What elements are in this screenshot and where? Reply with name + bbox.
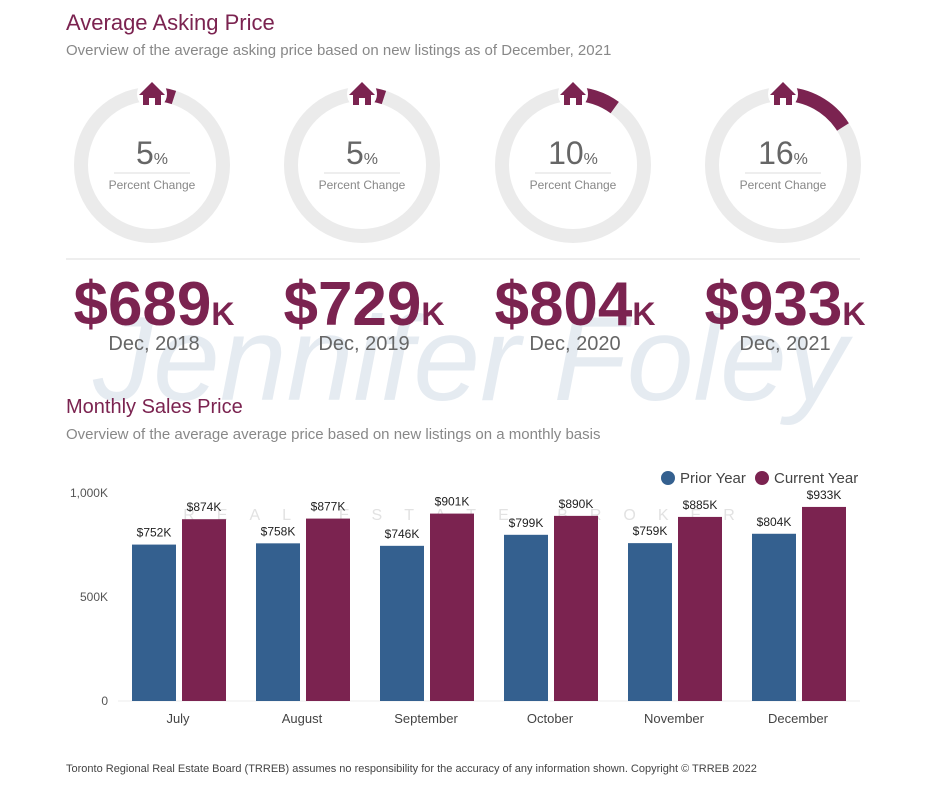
x-tick-label: October [527, 711, 574, 726]
price-date: Dec, 2020 [529, 333, 620, 355]
gauge-label: Percent Change [319, 178, 406, 192]
house-icon [349, 82, 375, 105]
y-tick-label: 0 [101, 694, 108, 708]
value-label: $901K [435, 495, 470, 509]
bar [752, 533, 796, 701]
price-date: Dec, 2018 [108, 333, 199, 355]
price-amount: $729 [283, 270, 421, 339]
bar [256, 543, 300, 701]
gauge-value: 5% [136, 135, 168, 171]
value-label: $933K [807, 488, 842, 502]
gauge-label: Percent Change [109, 178, 196, 192]
bar [554, 515, 598, 701]
value-label: $885K [683, 498, 718, 512]
title: Average Asking Price [66, 10, 275, 35]
value-label: $804K [757, 515, 792, 529]
legend-label: Current Year [774, 470, 858, 487]
gauge-number: 16 [758, 135, 794, 171]
subtitle: Overview of the average asking price bas… [66, 42, 611, 59]
chart-title: Monthly Sales Price [66, 396, 243, 418]
bar [678, 516, 722, 701]
gauge-unit: % [794, 151, 808, 168]
bar [306, 518, 350, 701]
value-label: $752K [137, 526, 172, 540]
price-amount: $689 [73, 270, 211, 339]
gauge-number: 10 [548, 135, 584, 171]
gauge-value: 10% [548, 135, 598, 171]
price: $729K [283, 270, 444, 339]
watermark-name: Jennifer Foley [92, 292, 854, 426]
gauge-number: 5 [346, 135, 364, 171]
price-date: Dec, 2021 [739, 333, 830, 355]
price-amount: $933 [704, 270, 842, 339]
gauge-label: Percent Change [530, 178, 617, 192]
legend-swatch [755, 471, 769, 485]
value-label: $746K [385, 527, 420, 541]
price-date: Dec, 2019 [318, 333, 409, 355]
price: $933K [704, 270, 865, 339]
gauge-number: 5 [136, 135, 154, 171]
value-label: $799K [509, 516, 544, 530]
price-suffix: K [842, 296, 865, 332]
bar [504, 534, 548, 701]
bar [628, 543, 672, 701]
bar [430, 513, 474, 701]
bar [380, 545, 424, 701]
gauge-unit: % [364, 151, 378, 168]
x-tick-label: November [644, 711, 705, 726]
bar [132, 544, 176, 701]
gauge-unit: % [154, 151, 168, 168]
house-icon [770, 82, 796, 105]
value-label: $874K [187, 500, 222, 514]
footer: Toronto Regional Real Estate Board (TRRE… [66, 763, 757, 775]
price-suffix: K [211, 296, 234, 332]
price: $804K [494, 270, 655, 339]
value-label: $758K [261, 524, 296, 538]
gauge-label: Percent Change [740, 178, 827, 192]
house-icon [560, 82, 586, 105]
value-label: $759K [633, 524, 668, 538]
price-suffix: K [632, 296, 655, 332]
gauge-value: 16% [758, 135, 808, 171]
gauge-value: 5% [346, 135, 378, 171]
price-suffix: K [421, 296, 444, 332]
house-icon [139, 82, 165, 105]
gauge-unit: % [584, 151, 598, 168]
legend-swatch [661, 471, 675, 485]
legend-label: Prior Year [680, 470, 746, 487]
bar [802, 506, 846, 701]
y-tick-label: 500K [80, 590, 108, 604]
y-tick-label: 1,000K [70, 486, 108, 500]
value-label: $877K [311, 500, 346, 514]
chart-subtitle: Overview of the average average price ba… [66, 426, 600, 443]
x-tick-label: December [768, 711, 829, 726]
x-tick-label: September [394, 711, 458, 726]
x-tick-label: July [166, 711, 190, 726]
bar [182, 519, 226, 701]
value-label: $890K [559, 497, 594, 511]
x-tick-label: August [282, 711, 323, 726]
price: $689K [73, 270, 234, 339]
price-amount: $804 [494, 270, 632, 339]
